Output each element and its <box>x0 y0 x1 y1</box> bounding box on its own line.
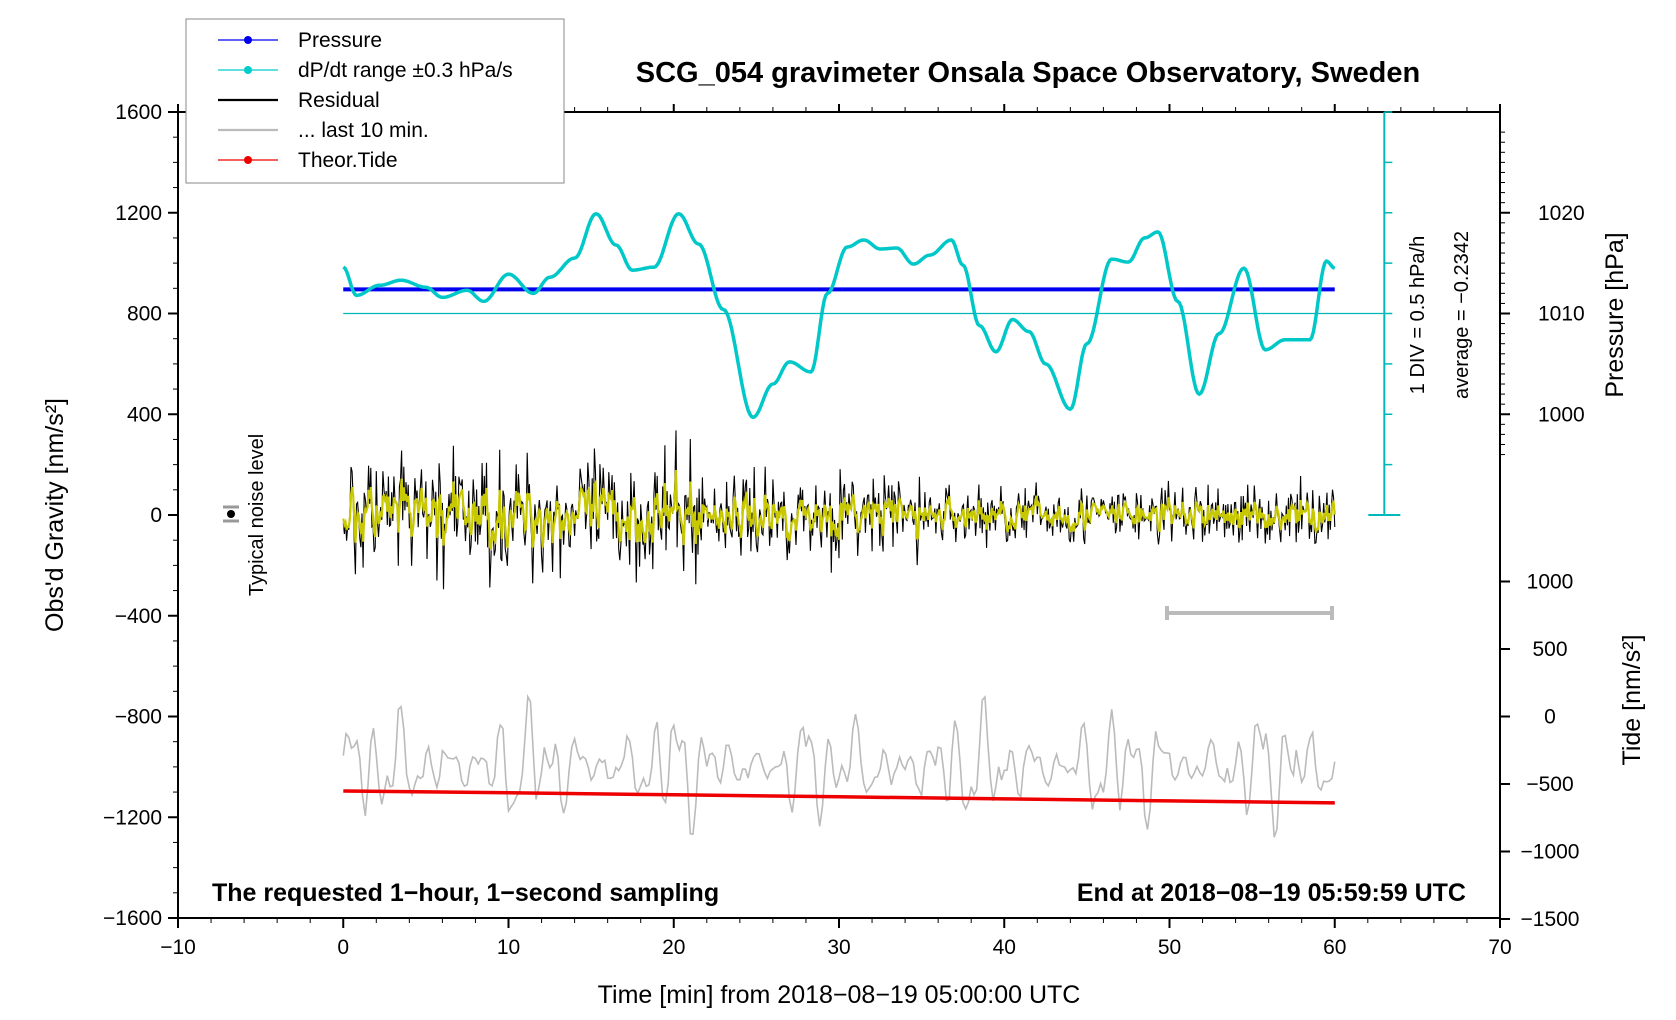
y-tick-label: −400 <box>115 605 162 628</box>
legend: Pressure dP/dt range ±0.3 hPa/s Residual..… <box>185 18 565 184</box>
y-axis-title-left: Obs'd Gravity [nm/s²] <box>41 398 69 632</box>
div-scale <box>343 111 1401 516</box>
y-axis-title-tide: Tide [nm/s²] <box>1618 634 1646 765</box>
dpdt-line <box>342 211 1336 420</box>
x-tick-label: 40 <box>993 936 1016 959</box>
y-tick-label: 1600 <box>115 101 162 124</box>
legend-label: Theor.Tide <box>298 149 398 172</box>
x-tick-label: −10 <box>160 936 196 959</box>
y-tick-label: 400 <box>127 403 162 426</box>
residual-filtered-line <box>342 469 1336 552</box>
x-tick-label: 60 <box>1323 936 1346 959</box>
y-tick-label: −800 <box>115 706 162 729</box>
x-tick-label: 0 <box>337 936 349 959</box>
tide-tick-label: 1000 <box>1527 570 1574 593</box>
x-tick-label: 10 <box>497 936 520 959</box>
legend-marker <box>244 156 252 164</box>
tide-tick-label: −500 <box>1526 773 1573 796</box>
div-label: 1 DIV = 0.5 hPa/h <box>1407 236 1429 394</box>
y-tick-label: −1200 <box>103 806 162 829</box>
tide-tick-label: 0 <box>1544 706 1556 729</box>
y-tick-label: 1200 <box>115 202 162 225</box>
legend-label: Residual <box>298 89 380 112</box>
x-tick-label: 30 <box>827 936 850 959</box>
last-10-min-bar <box>1165 606 1334 620</box>
y-tick-label: −1600 <box>103 907 162 930</box>
tide-tick-label: −1000 <box>1521 841 1580 864</box>
end-time-note: End at 2018−08−19 05:59:59 UTC <box>1077 879 1466 907</box>
x-tick-label: 70 <box>1488 936 1511 959</box>
y-tick-label: 800 <box>127 303 162 326</box>
legend-label: ... last 10 min. <box>298 119 429 142</box>
chart-title: SCG_054 gravimeter Onsala Space Observat… <box>636 57 1420 89</box>
x-tick-label: 50 <box>1158 936 1181 959</box>
y-tick-label: 0 <box>150 504 162 527</box>
tide-tick-label: −1500 <box>1521 908 1580 931</box>
last-10-min-line <box>342 693 1336 838</box>
legend-label: Pressure <box>298 29 382 52</box>
legend-marker <box>244 66 252 74</box>
noise-level-marker <box>223 505 239 523</box>
tide-tick-label: 500 <box>1532 638 1567 661</box>
theor-tide-line <box>343 789 1335 805</box>
legend-marker <box>244 36 252 44</box>
pressure-tick-label: 1000 <box>1538 403 1585 426</box>
legend-label: dP/dt range ±0.3 hPa/s <box>298 59 513 82</box>
pressure-tick-label: 1020 <box>1538 202 1585 225</box>
noise-level-label: Typical noise level <box>246 434 268 596</box>
x-axis-title: Time [min] from 2018−08−19 05:00:00 UTC <box>598 981 1081 1009</box>
pressure-tick-label: 1010 <box>1538 303 1585 326</box>
x-tick-label: 20 <box>662 936 685 959</box>
y-axis-title-pressure: Pressure [hPa] <box>1601 232 1629 397</box>
average-label: average = −0.2342 <box>1451 231 1473 399</box>
sampling-note: The requested 1−hour, 1−second sampling <box>212 879 719 907</box>
